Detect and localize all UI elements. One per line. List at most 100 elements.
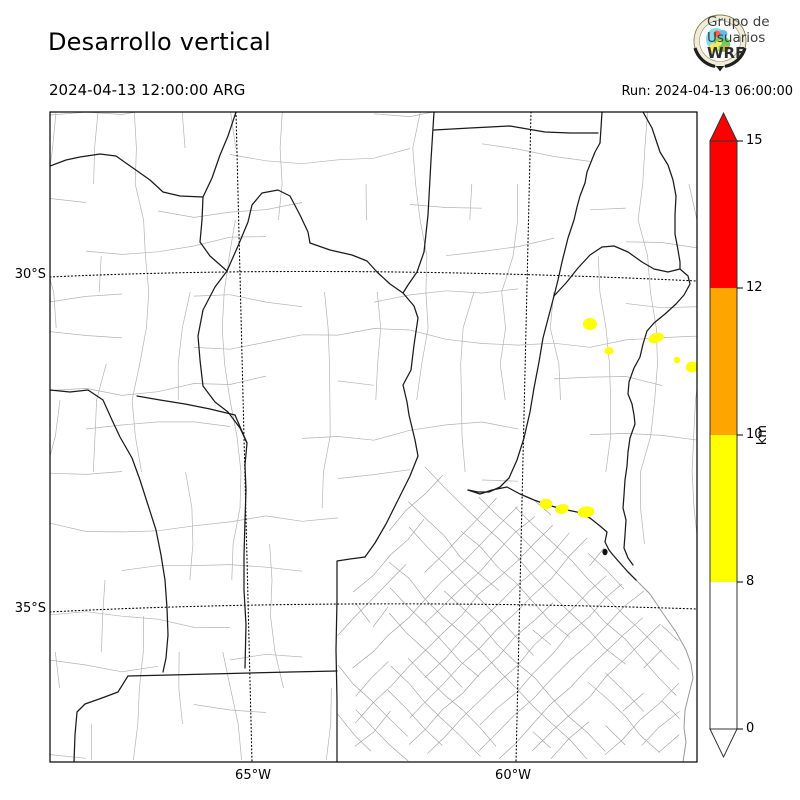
- colorbar-segment-12-15: [710, 141, 737, 288]
- province-border: [553, 245, 691, 566]
- department-border: [50, 754, 87, 759]
- lat-tick-35s: 35°S: [14, 601, 46, 616]
- department-border: [460, 183, 475, 473]
- department-border: [354, 532, 570, 747]
- department-border: [408, 526, 626, 746]
- department-border: [229, 143, 591, 165]
- storm-cell: [685, 361, 697, 373]
- department-border: [50, 653, 303, 673]
- department-border: [352, 506, 518, 669]
- storm-cell: [604, 347, 614, 355]
- map-frame: [49, 111, 698, 763]
- department-border: [337, 714, 372, 752]
- department-border: [641, 711, 680, 746]
- department-border: [355, 516, 536, 697]
- department-border: [658, 734, 680, 753]
- department-border: [91, 112, 107, 761]
- department-border: [412, 112, 429, 401]
- department-border: [460, 530, 645, 712]
- department-border: [193, 704, 267, 713]
- page-title: Desarrollo vertical: [48, 28, 271, 56]
- department-border: [85, 236, 697, 257]
- province-border: [433, 125, 599, 134]
- department-border: [352, 519, 425, 593]
- storm-cell: [577, 506, 595, 518]
- province-border: [226, 189, 311, 272]
- province-border: [50, 153, 204, 198]
- department-border: [85, 421, 697, 441]
- logo-radar-blob: [706, 28, 730, 53]
- department-border: [355, 709, 409, 762]
- colorbar-tick-label-8: 8: [746, 574, 755, 589]
- department-border: [533, 499, 679, 642]
- department-border: [515, 506, 680, 670]
- department-border: [50, 288, 697, 309]
- department-border: [549, 291, 561, 401]
- province-border: [73, 675, 129, 762]
- department-border: [531, 623, 661, 752]
- logo-laurel-wreath: [693, 47, 747, 68]
- department-border: [550, 649, 663, 760]
- department-border: [637, 112, 658, 545]
- province-border: [136, 395, 248, 444]
- department-border: [408, 501, 660, 753]
- department-border: [597, 255, 612, 473]
- logo-text: Grupo de Usuarios WRF: [707, 14, 770, 62]
- department-border: [50, 198, 627, 218]
- department-border: [389, 587, 551, 749]
- latitude-gridline-30s: [50, 270, 697, 282]
- department-border: [409, 537, 588, 719]
- department-border: [50, 112, 61, 689]
- colorbar-segment-8-10: [710, 435, 737, 582]
- rio-de-la-plata-coastline: [635, 579, 694, 762]
- buenos-aires-city-marker: [602, 548, 608, 556]
- colorbar-tick-label-0: 0: [746, 721, 755, 736]
- valid-time-label: 2024-04-13 12:00:00 ARG: [49, 81, 246, 99]
- province-borders-layer: [50, 112, 691, 762]
- department-border: [50, 469, 519, 482]
- department-border: [50, 611, 231, 628]
- department-border: [477, 590, 645, 752]
- department-border: [50, 112, 435, 117]
- colorbar-segment-0-8: [710, 582, 737, 729]
- department-border: [443, 590, 606, 752]
- province-border: [202, 112, 237, 198]
- department-borders-layer: [50, 112, 697, 762]
- logo-text-line2: Usuarios: [707, 29, 766, 46]
- department-border: [478, 496, 677, 696]
- department-border: [622, 692, 644, 712]
- department-border: [337, 564, 407, 636]
- lon-tick-60w: 60°W: [495, 768, 531, 783]
- colorbar: [709, 111, 743, 759]
- province-border: [467, 142, 601, 493]
- logo-text-wrf: WRF: [707, 44, 746, 62]
- department-border: [388, 561, 588, 760]
- department-border: [427, 575, 607, 754]
- department-border: [121, 564, 303, 572]
- province-border: [50, 389, 169, 673]
- lat-tick-30s: 30°S: [14, 267, 46, 282]
- department-border: [604, 683, 679, 756]
- department-border: [387, 690, 443, 746]
- run-time-label: Run: 2024-04-13 06:00:00: [621, 84, 793, 99]
- logo-ribbon: [716, 66, 724, 72]
- meridian-gridline-60w: [515, 112, 532, 762]
- storm-cell: [583, 318, 597, 330]
- province-border: [335, 556, 366, 762]
- department-border: [355, 602, 497, 747]
- department-border: [269, 112, 284, 689]
- colorbar-under-arrow: [709, 728, 738, 759]
- storm-cell: [673, 356, 681, 364]
- province-border: [402, 112, 435, 294]
- province-border: [127, 670, 338, 677]
- province-border: [309, 242, 419, 558]
- colorbar-tick-label-15: 15: [746, 133, 763, 148]
- department-border: [50, 515, 339, 533]
- storm-cells-layer: [539, 318, 697, 518]
- province-border: [642, 112, 681, 270]
- lon-tick-65w: 65°W: [235, 768, 271, 783]
- department-border: [321, 291, 332, 761]
- department-border: [50, 375, 663, 396]
- storm-cell: [539, 498, 553, 510]
